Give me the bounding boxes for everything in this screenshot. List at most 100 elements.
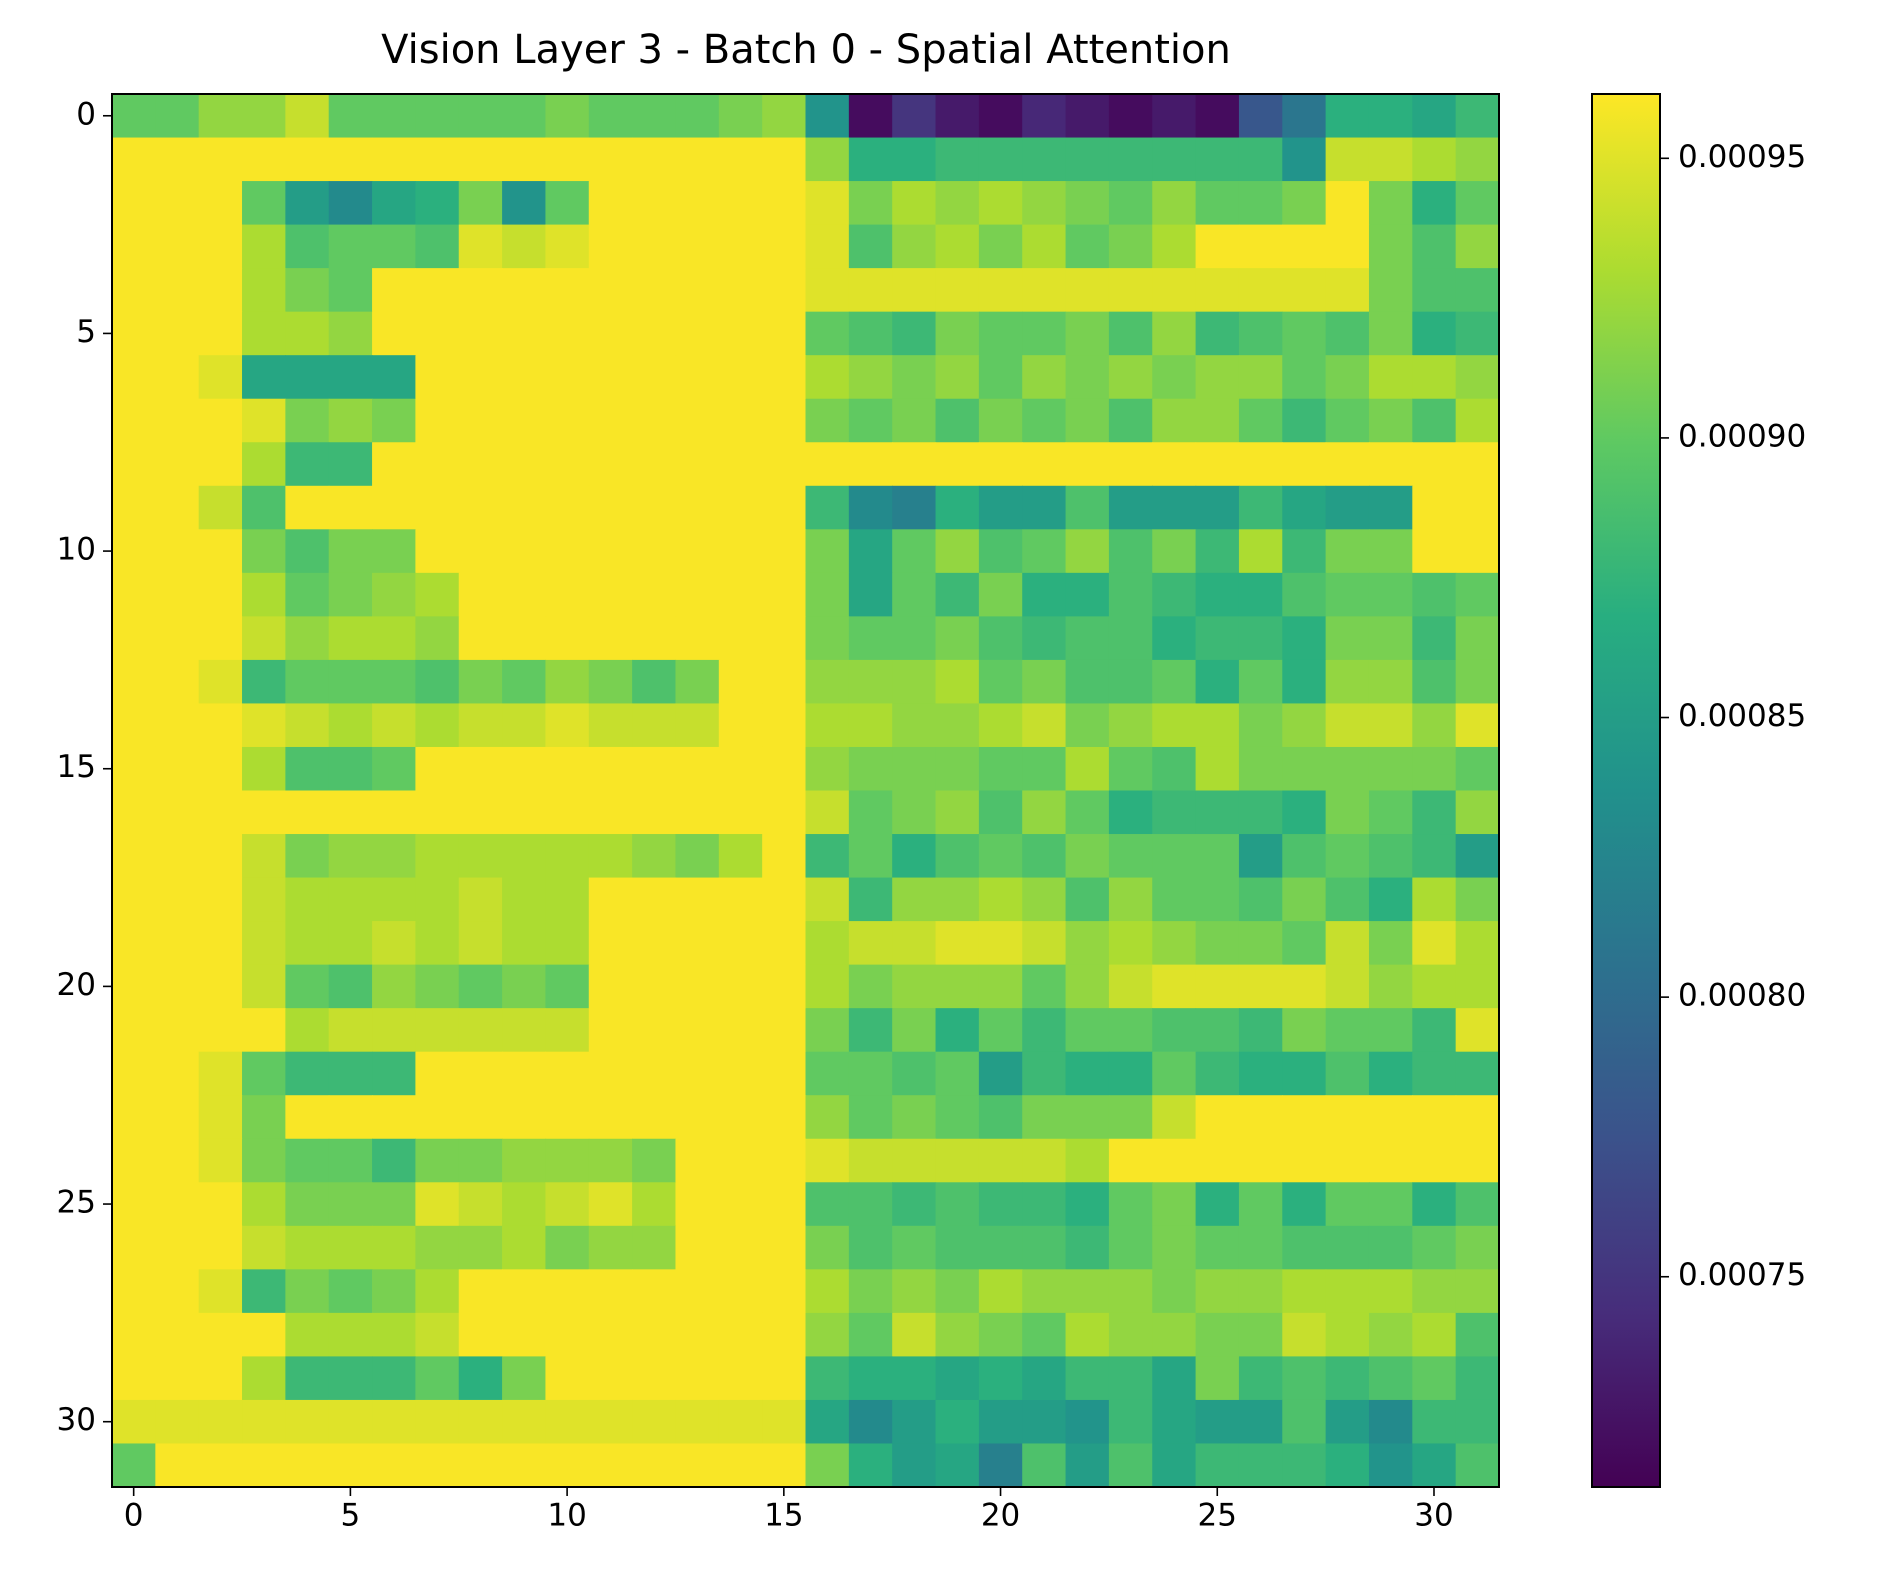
cell <box>328 529 373 574</box>
cell <box>1152 442 1197 487</box>
cell <box>1455 1269 1500 1314</box>
cell <box>632 181 677 226</box>
cell <box>1065 1225 1110 1270</box>
cell <box>1368 1008 1413 1053</box>
cell <box>458 94 503 139</box>
cell <box>892 877 937 922</box>
cell <box>112 1443 156 1488</box>
cell <box>805 1095 850 1140</box>
cell <box>1368 877 1413 922</box>
chart-title: Vision Layer 3 - Batch 0 - Spatial Atten… <box>381 27 1231 73</box>
cell <box>1195 703 1240 748</box>
cell <box>632 529 677 574</box>
cell <box>1368 442 1413 487</box>
cell <box>1282 1051 1327 1096</box>
cell <box>285 1095 330 1140</box>
cell <box>328 224 373 269</box>
cell <box>545 1008 590 1053</box>
cell <box>1022 224 1067 269</box>
cell <box>502 1399 547 1445</box>
cell <box>762 616 807 661</box>
cell <box>848 94 893 139</box>
cell <box>978 921 1023 966</box>
cell <box>112 529 156 574</box>
cell <box>1368 1356 1413 1401</box>
cell <box>1412 485 1457 530</box>
cell <box>1282 529 1327 574</box>
cell <box>762 1225 807 1270</box>
cell <box>242 964 286 1009</box>
cell <box>718 1051 763 1096</box>
cell <box>848 311 893 356</box>
cell <box>1108 1356 1153 1401</box>
cell <box>588 1051 633 1096</box>
cell <box>1282 181 1327 226</box>
cell <box>112 1008 156 1053</box>
cell <box>588 703 633 748</box>
cell <box>935 964 980 1009</box>
cell <box>632 1051 677 1096</box>
cell <box>1455 790 1500 835</box>
cell <box>502 572 547 617</box>
cell <box>632 311 677 356</box>
cell <box>1152 616 1197 661</box>
cell <box>978 877 1023 922</box>
cell <box>632 964 677 1009</box>
cell <box>1152 703 1197 748</box>
cell <box>112 181 156 226</box>
cell <box>1022 442 1067 487</box>
cell <box>1325 398 1370 443</box>
cell <box>805 921 850 966</box>
cell <box>1412 1356 1457 1401</box>
cell <box>1368 398 1413 443</box>
cell <box>892 1399 937 1445</box>
cell <box>762 877 807 922</box>
cell <box>588 94 633 139</box>
cell <box>1455 529 1500 574</box>
cell <box>112 94 156 139</box>
cell <box>1108 224 1153 269</box>
cell <box>978 1312 1023 1358</box>
cell <box>1238 1312 1283 1358</box>
cell <box>328 572 373 617</box>
cell <box>805 703 850 748</box>
cell <box>1108 1138 1153 1183</box>
cell <box>675 1356 720 1401</box>
cell <box>1022 703 1067 748</box>
cell <box>1238 398 1283 443</box>
cell <box>892 529 937 574</box>
cell <box>805 616 850 661</box>
cell <box>545 1225 590 1270</box>
cell <box>458 834 503 879</box>
cell <box>675 746 720 792</box>
cell <box>1455 181 1500 226</box>
cell <box>545 442 590 487</box>
cell <box>848 921 893 966</box>
cell <box>935 1269 980 1314</box>
cell <box>1238 1356 1283 1401</box>
cell <box>1282 268 1327 313</box>
cell <box>632 659 677 705</box>
cell <box>415 1443 460 1488</box>
cell <box>675 1443 720 1488</box>
cell <box>155 181 200 226</box>
cell <box>1238 1443 1283 1488</box>
x-tick-label: 20 <box>981 1498 1020 1534</box>
cell <box>632 1443 677 1488</box>
cell <box>502 1095 547 1140</box>
cell <box>155 1008 200 1053</box>
cell <box>718 1225 763 1270</box>
cell <box>978 1182 1023 1227</box>
cell <box>892 268 937 313</box>
cell <box>762 94 807 139</box>
cell <box>1325 572 1370 617</box>
cell <box>1195 790 1240 835</box>
cell <box>1195 94 1240 139</box>
cell <box>1022 94 1067 139</box>
cell <box>935 181 980 226</box>
cell <box>155 311 200 356</box>
cell <box>242 181 286 226</box>
cell <box>1022 921 1067 966</box>
cell <box>675 790 720 835</box>
